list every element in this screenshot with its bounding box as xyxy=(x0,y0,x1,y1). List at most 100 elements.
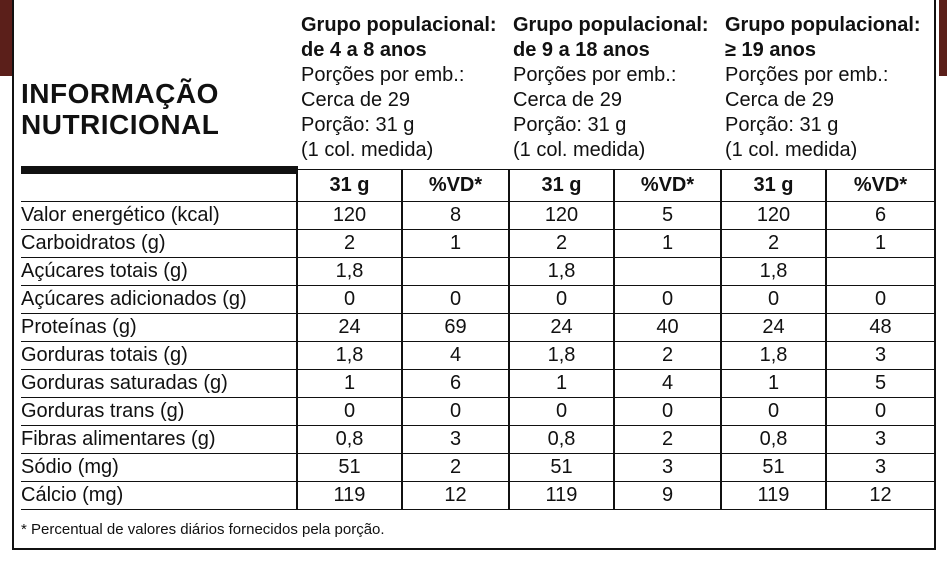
group-header-4-8: Grupo populacional: de 4 a 8 anos Porçõe… xyxy=(297,13,509,170)
nutrient-row-trans-fat: Gorduras trans (g) 0 0 0 0 0 0 xyxy=(21,396,934,425)
nutrient-value: 1,8 xyxy=(296,256,402,285)
nutrient-value: 1 xyxy=(720,368,826,397)
nutrient-value: 0 xyxy=(720,396,826,425)
nutrient-label: Cálcio (mg) xyxy=(21,480,297,510)
servings-label: Porções por emb.: xyxy=(301,64,465,86)
nutrient-value: 6 xyxy=(825,200,934,229)
group-header-9-18: Grupo populacional: de 9 a 18 anos Porçõ… xyxy=(509,13,721,170)
nutrient-label: Gorduras totais (g) xyxy=(21,340,297,369)
nutrient-label: Carboidratos (g) xyxy=(21,228,297,257)
col-header-dv: %VD* xyxy=(613,169,721,201)
nutrient-value: 0,8 xyxy=(508,424,614,453)
nutrient-label: Açúcares totais (g) xyxy=(21,256,297,285)
nutrient-value: 1 xyxy=(613,228,721,257)
nutrient-value: 3 xyxy=(825,452,934,481)
nutrient-value: 1 xyxy=(296,368,402,397)
nutrient-value: 1 xyxy=(508,368,614,397)
col-header-dv: %VD* xyxy=(401,169,509,201)
nutrient-value xyxy=(613,256,721,285)
header-label-spacer xyxy=(21,165,297,201)
nutrient-value: 24 xyxy=(508,312,614,341)
nutrient-label: Gorduras trans (g) xyxy=(21,396,297,425)
nutrient-value: 3 xyxy=(401,424,509,453)
nutrient-row-fiber: Fibras alimentares (g) 0,8 3 0,8 2 0,8 3 xyxy=(21,424,934,453)
nutrient-row-saturated-fat: Gorduras saturadas (g) 1 6 1 4 1 5 xyxy=(21,368,934,397)
nutrient-value: 120 xyxy=(296,200,402,229)
nutrient-row-added-sugars: Açúcares adicionados (g) 0 0 0 0 0 0 xyxy=(21,284,934,313)
nutrient-label: Valor energético (kcal) xyxy=(21,200,297,229)
nutrient-value: 0 xyxy=(720,284,826,313)
nutrient-value: 120 xyxy=(508,200,614,229)
nutrient-label: Proteínas (g) xyxy=(21,312,297,341)
nutrient-value: 24 xyxy=(720,312,826,341)
nutrient-value: 6 xyxy=(401,368,509,397)
portion-measure: (1 col. medida) xyxy=(513,139,646,161)
title-cell: INFORMAÇÃO NUTRICIONAL xyxy=(21,13,297,170)
group-age-range: de 4 a 8 anos xyxy=(301,39,427,61)
nutrient-label: Gorduras saturadas (g) xyxy=(21,368,297,397)
title-line-1: INFORMAÇÃO xyxy=(21,78,219,110)
nutrient-value: 1 xyxy=(401,228,509,257)
nutrient-value: 1,8 xyxy=(720,256,826,285)
nutrient-row-sodium: Sódio (mg) 51 2 51 3 51 3 xyxy=(21,452,934,481)
nutrient-value: 0,8 xyxy=(720,424,826,453)
nutrient-value: 1,8 xyxy=(720,340,826,369)
nutrient-value: 3 xyxy=(825,340,934,369)
nutrient-value: 0 xyxy=(825,396,934,425)
portion-measure: (1 col. medida) xyxy=(301,139,434,161)
nutrient-value: 0 xyxy=(401,396,509,425)
nutrient-value: 1,8 xyxy=(508,340,614,369)
servings-value: Cerca de 29 xyxy=(301,89,410,111)
group-heading-line: Grupo populacional: xyxy=(513,14,709,36)
nutrient-value: 119 xyxy=(720,480,826,510)
nutrient-value: 1,8 xyxy=(296,340,402,369)
portion-size: Porção: 31 g xyxy=(301,114,415,136)
servings-label: Porções por emb.: xyxy=(513,64,677,86)
nutrient-value: 0 xyxy=(296,396,402,425)
nutrient-value: 69 xyxy=(401,312,509,341)
title-line-2: NUTRICIONAL xyxy=(21,109,220,141)
nutrient-value: 2 xyxy=(613,340,721,369)
nutrient-value: 2 xyxy=(613,424,721,453)
nutrient-value: 4 xyxy=(401,340,509,369)
nutrient-value: 24 xyxy=(296,312,402,341)
nutrient-label: Sódio (mg) xyxy=(21,452,297,481)
nutrient-value: 0 xyxy=(613,396,721,425)
nutrient-value xyxy=(401,256,509,285)
nutrient-value: 48 xyxy=(825,312,934,341)
group-age-range: de 9 a 18 anos xyxy=(513,39,650,61)
group-header-row: INFORMAÇÃO NUTRICIONAL Grupo populaciona… xyxy=(21,13,934,170)
nutrient-value: 0 xyxy=(401,284,509,313)
portion-size: Porção: 31 g xyxy=(725,114,839,136)
nutrient-row-proteins: Proteínas (g) 24 69 24 40 24 48 xyxy=(21,312,934,341)
group-heading-line: Grupo populacional: xyxy=(725,14,921,36)
group-heading-line: Grupo populacional: xyxy=(301,14,497,36)
nutrient-value: 0 xyxy=(825,284,934,313)
nutrient-value: 4 xyxy=(613,368,721,397)
footnote: * Percentual de valores diários fornecid… xyxy=(21,521,385,538)
nutrient-value xyxy=(825,256,934,285)
group-age-range: ≥ 19 anos xyxy=(725,39,817,61)
nutrient-value: 3 xyxy=(825,424,934,453)
nutrient-label: Fibras alimentares (g) xyxy=(21,424,297,453)
col-header-amount: 31 g xyxy=(508,169,614,201)
nutrient-value: 0 xyxy=(508,396,614,425)
nutrition-facts-panel: INFORMAÇÃO NUTRICIONAL Grupo populaciona… xyxy=(12,0,936,550)
nutrient-value: 2 xyxy=(508,228,614,257)
nutrient-value: 120 xyxy=(720,200,826,229)
nutrient-value: 40 xyxy=(613,312,721,341)
corner-accent-right xyxy=(939,0,947,76)
nutrient-row-energy: Valor energético (kcal) 120 8 120 5 120 … xyxy=(21,200,934,229)
servings-value: Cerca de 29 xyxy=(513,89,622,111)
column-header-row: 31 g %VD* 31 g %VD* 31 g %VD* xyxy=(21,165,934,201)
nutrient-row-carbohydrates: Carboidratos (g) 2 1 2 1 2 1 xyxy=(21,228,934,257)
nutrient-value: 0 xyxy=(508,284,614,313)
nutrient-value: 9 xyxy=(613,480,721,510)
nutrient-value: 5 xyxy=(613,200,721,229)
nutrient-value: 2 xyxy=(401,452,509,481)
nutrient-value: 2 xyxy=(296,228,402,257)
nutrient-value: 12 xyxy=(825,480,934,510)
portion-size: Porção: 31 g xyxy=(513,114,627,136)
nutrient-value: 119 xyxy=(508,480,614,510)
nutrient-value: 2 xyxy=(720,228,826,257)
